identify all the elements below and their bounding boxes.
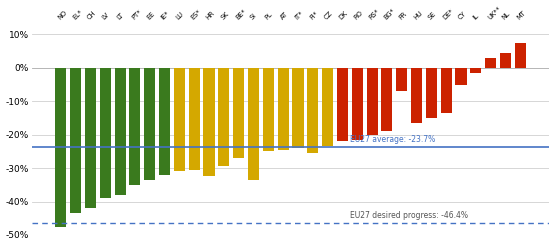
Bar (381, 68, 392, 131)
Bar (500, 53, 511, 68)
Bar (233, 68, 244, 158)
Bar (426, 68, 437, 118)
Bar (114, 68, 125, 195)
Bar (337, 68, 348, 141)
Bar (366, 68, 377, 135)
Bar (352, 68, 363, 140)
Bar (292, 68, 304, 148)
Bar (456, 68, 467, 85)
Text: EU27 desired progress: -46.4%: EU27 desired progress: -46.4% (350, 211, 468, 220)
Bar (70, 68, 81, 213)
Text: EU27 average: -23.7%: EU27 average: -23.7% (350, 135, 435, 144)
Bar (174, 68, 185, 171)
Bar (100, 68, 111, 198)
Bar (470, 68, 481, 73)
Bar (485, 58, 496, 68)
Bar (322, 68, 333, 146)
Bar (56, 68, 67, 227)
Bar (307, 68, 319, 153)
Bar (218, 68, 229, 167)
Bar (263, 68, 274, 151)
Bar (204, 68, 215, 176)
Bar (411, 68, 422, 123)
Bar (441, 68, 452, 113)
Bar (278, 68, 289, 150)
Bar (129, 68, 140, 185)
Bar (515, 43, 526, 68)
Bar (159, 68, 170, 175)
Bar (144, 68, 155, 180)
Bar (248, 68, 259, 180)
Bar (189, 68, 200, 170)
Bar (396, 68, 407, 91)
Bar (85, 68, 96, 208)
